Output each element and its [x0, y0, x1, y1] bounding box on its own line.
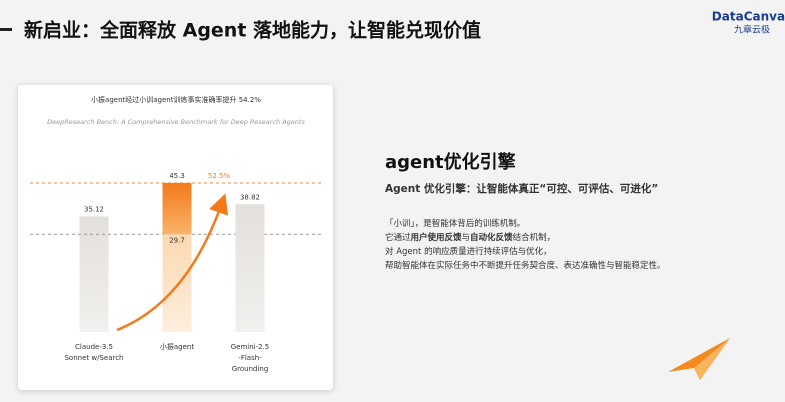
- text-run: 结合机制，: [513, 232, 556, 243]
- category-label: Claude-3.5: [75, 343, 113, 351]
- value-label: 38.82: [240, 193, 260, 201]
- category-label: Gemini-2.5: [231, 343, 270, 351]
- section-heading: agent优化引擎: [385, 151, 516, 173]
- growth-arrow: [116, 193, 229, 332]
- text-run: 自动化反馈: [470, 232, 513, 243]
- value-label: 45.3: [169, 172, 185, 180]
- text-run: 用户使用反馈: [410, 232, 463, 243]
- bar: [79, 216, 109, 332]
- section-subheading: Agent 优化引擎：让智能体真正“可控、可评估、可进化”: [385, 182, 658, 195]
- paper-plane-fold: [694, 338, 730, 380]
- chart-subtitle: DeepResearch Bench: A Comprehensive Benc…: [47, 118, 305, 126]
- category-label: 小振agent: [160, 342, 194, 351]
- baseline-label: 29.7: [169, 236, 185, 244]
- paragraph: 「小训」，是智能体背后的训练机制。它通过用户使用反馈与自动化反馈结合机制，对 A…: [385, 218, 666, 271]
- text-run: 帮助智能体在实际任务中不断提升任务契合度、表达准确性与智能稳定性。: [385, 260, 666, 271]
- logo-sub: 九章云极: [734, 24, 770, 36]
- text-run: 对 Agent 的响应质量进行持续评估与优化，: [385, 246, 552, 257]
- text-run: 与: [462, 233, 471, 243]
- text-run: 「小训」，是智能体背后的训练机制。: [385, 218, 525, 229]
- title-dash: [0, 28, 12, 31]
- chart: 35.12 Claude-3.5 Sonnet w/Search 29.7 52.5% 4…: [30, 172, 322, 373]
- bar: [235, 204, 265, 332]
- category-label: -Flash-: [238, 354, 262, 362]
- annotation: 52.5%: [208, 172, 231, 180]
- chart-title: 小振agent经过小训agent训练事实准确率提升 54.2%: [91, 95, 261, 104]
- paragraph-line: 帮助智能体在实际任务中不断提升任务契合度、表达准确性与智能稳定性。: [385, 260, 666, 271]
- paragraph-line: 「小训」，是智能体背后的训练机制。: [385, 218, 525, 229]
- bar-gain: [162, 182, 192, 235]
- bar-base: [162, 234, 192, 332]
- paper-plane: [668, 338, 730, 380]
- category-label: Sonnet w/Search: [64, 354, 123, 362]
- paragraph-line: 对 Agent 的响应质量进行持续评估与优化，: [385, 246, 552, 257]
- logo: DataCanvas: [712, 10, 785, 24]
- value-label: 35.12: [84, 205, 104, 213]
- text-run: 它通过: [385, 232, 411, 243]
- paragraph-line: 它通过用户使用反馈与自动化反馈结合机制，: [385, 232, 555, 243]
- category-label: Grounding: [232, 365, 269, 373]
- slide-title: 新启业：全面释放 Agent 落地能力，让智能兑现价值: [24, 19, 481, 42]
